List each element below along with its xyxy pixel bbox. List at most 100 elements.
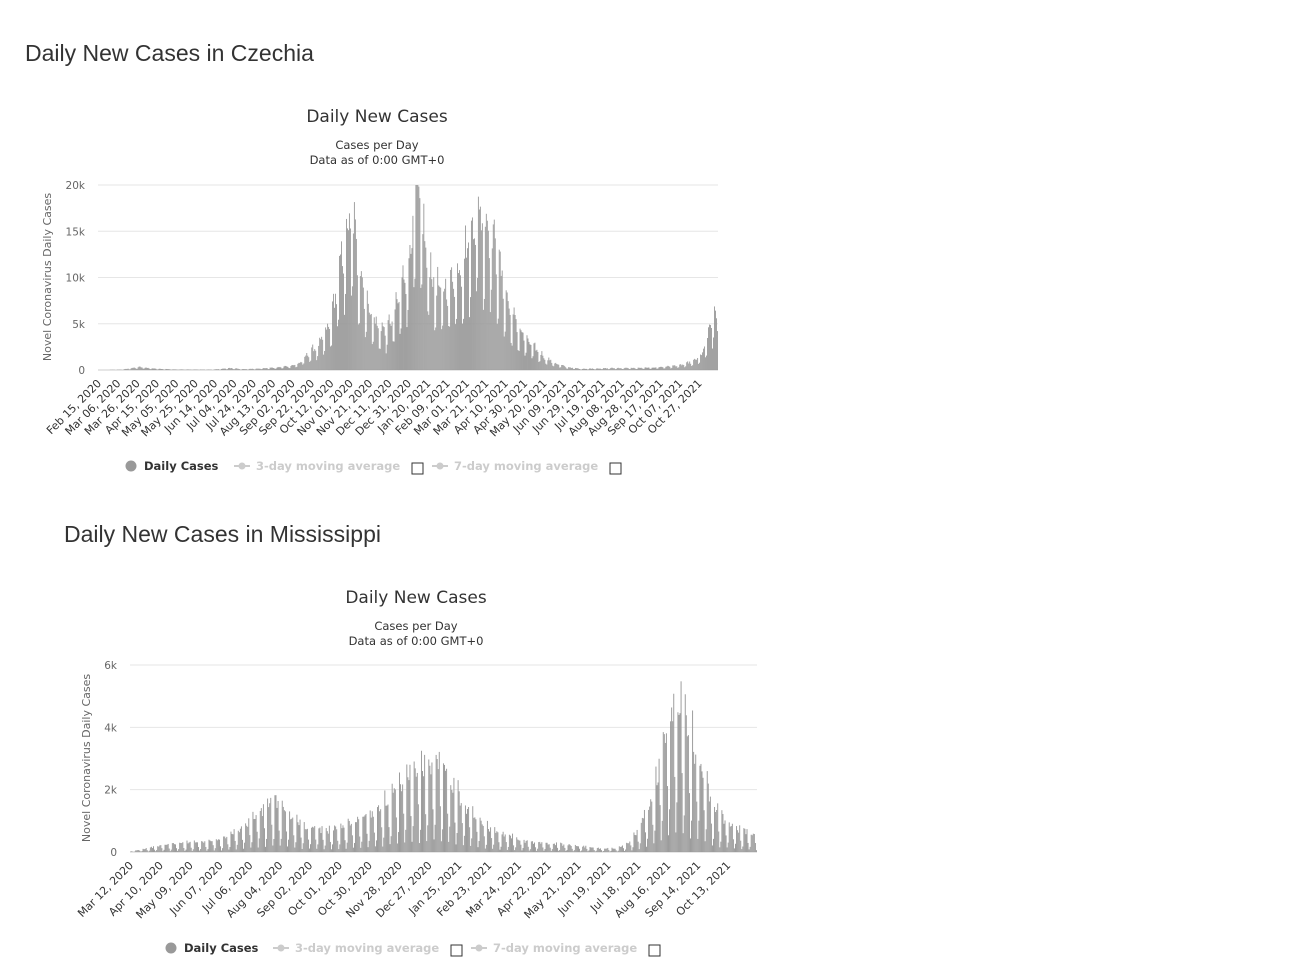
daily-cases-bar — [452, 281, 454, 370]
daily-cases-bar — [269, 803, 271, 852]
daily-cases-bar — [348, 213, 350, 370]
daily-cases-bar — [631, 368, 633, 370]
daily-cases-bar — [694, 763, 696, 852]
daily-cases-bar — [322, 339, 324, 370]
daily-cases-bar — [399, 333, 401, 370]
daily-cases-bar — [671, 367, 673, 370]
daily-cases-bar — [713, 838, 714, 852]
daily-cases-bar — [466, 813, 467, 852]
legend-3-day-moving-average[interactable]: 3-day moving average — [234, 459, 400, 473]
daily-cases-bar — [524, 355, 526, 370]
daily-cases-bar — [611, 367, 613, 370]
daily-cases-bar — [171, 843, 173, 852]
daily-cases-bar — [139, 366, 141, 370]
daily-cases-bar — [523, 340, 525, 370]
daily-cases-bar — [467, 248, 468, 370]
daily-cases-bar — [186, 369, 188, 370]
daily-cases-bar — [295, 367, 297, 370]
daily-cases-bar — [751, 835, 753, 852]
daily-cases-bar — [144, 367, 146, 370]
daily-cases-bar — [284, 365, 286, 370]
daily-cases-bar — [349, 228, 351, 370]
daily-cases-bar — [666, 786, 668, 852]
daily-cases-bar — [693, 359, 695, 370]
daily-cases-bar — [281, 368, 283, 370]
daily-cases-bar — [389, 323, 391, 370]
daily-cases-bar — [438, 751, 440, 852]
daily-cases-bar — [406, 327, 408, 370]
daily-cases-bar — [352, 847, 354, 852]
daily-cases-bar — [541, 351, 543, 370]
daily-cases-bar — [655, 766, 657, 852]
daily-cases-bar — [294, 364, 296, 370]
daily-cases-bar — [317, 844, 319, 852]
daily-cases-bar — [263, 828, 265, 852]
daily-cases-bar — [469, 827, 471, 852]
daily-cases-bar — [536, 349, 538, 370]
daily-cases-bar — [661, 366, 663, 370]
daily-cases-bar — [323, 354, 325, 370]
daily-cases-bar — [216, 840, 218, 852]
daily-cases-bar — [156, 369, 158, 370]
daily-cases-bar — [400, 784, 402, 852]
daily-cases-bar — [234, 840, 236, 852]
daily-cases-bar — [710, 823, 712, 852]
daily-cases-bar — [746, 829, 748, 852]
daily-cases-bar — [322, 839, 324, 852]
daily-cases-bar — [566, 849, 568, 852]
daily-cases-bar — [144, 848, 146, 852]
daily-cases-bar — [420, 287, 422, 370]
checkbox-3-day-moving-average[interactable] — [411, 462, 424, 475]
daily-cases-bar — [421, 284, 423, 370]
daily-cases-bar — [373, 317, 375, 370]
daily-cases-bar — [285, 831, 287, 852]
daily-cases-bar — [265, 846, 266, 852]
daily-cases-bar — [139, 850, 141, 852]
daily-cases-bar — [146, 368, 148, 370]
checkbox-7-day-moving-average[interactable] — [609, 462, 622, 475]
daily-cases-bar — [412, 215, 414, 370]
daily-cases-bar — [590, 368, 591, 370]
daily-cases-bar — [536, 850, 538, 852]
daily-cases-bar — [755, 850, 757, 852]
daily-cases-bar — [499, 251, 501, 370]
chart-title: Daily New Cases — [345, 588, 487, 608]
daily-cases-bar — [490, 289, 492, 370]
legend-3-day-moving-average[interactable]: 3-day moving average — [273, 941, 439, 955]
daily-cases-bar — [372, 341, 374, 370]
daily-cases-bar — [747, 842, 749, 852]
daily-cases-bar — [289, 368, 291, 370]
daily-cases-bar — [200, 849, 202, 852]
y-tick-label: 0 — [78, 365, 85, 377]
daily-cases-bar — [582, 846, 584, 852]
daily-cases-bar — [237, 830, 239, 852]
daily-cases-bar — [419, 829, 421, 852]
daily-cases-bar — [598, 368, 600, 370]
daily-cases-bar — [345, 293, 346, 370]
daily-cases-bar — [354, 219, 356, 370]
legend-daily-cases[interactable]: Daily Cases — [165, 941, 259, 955]
daily-cases-bar — [680, 364, 682, 370]
legend-7-day-moving-average[interactable]: 7-day moving average — [432, 459, 598, 473]
legend-daily-cases[interactable]: Daily Cases — [125, 459, 219, 473]
daily-cases-bar — [396, 299, 398, 370]
daily-cases-bar — [436, 759, 438, 852]
daily-cases-bar — [427, 825, 429, 852]
checkbox-7-day-moving-average[interactable] — [648, 944, 661, 957]
daily-cases-bar — [170, 849, 172, 852]
checkbox-3-day-moving-average[interactable] — [450, 944, 463, 957]
daily-cases-bar — [275, 795, 277, 852]
daily-cases-bar — [526, 840, 528, 852]
legend-7-day-moving-average[interactable]: 7-day moving average — [471, 941, 637, 955]
daily-cases-bar — [378, 348, 380, 370]
daily-cases-bar — [586, 368, 587, 370]
daily-cases-bar — [323, 849, 325, 852]
daily-cases-bar — [273, 839, 275, 852]
daily-cases-bar — [624, 850, 626, 852]
daily-cases-bar — [270, 797, 272, 852]
daily-cases-bar — [676, 802, 678, 852]
daily-cases-bar — [366, 290, 368, 370]
daily-cases-bar — [527, 338, 529, 370]
daily-cases-bar — [245, 369, 247, 370]
daily-cases-bar — [346, 228, 348, 370]
